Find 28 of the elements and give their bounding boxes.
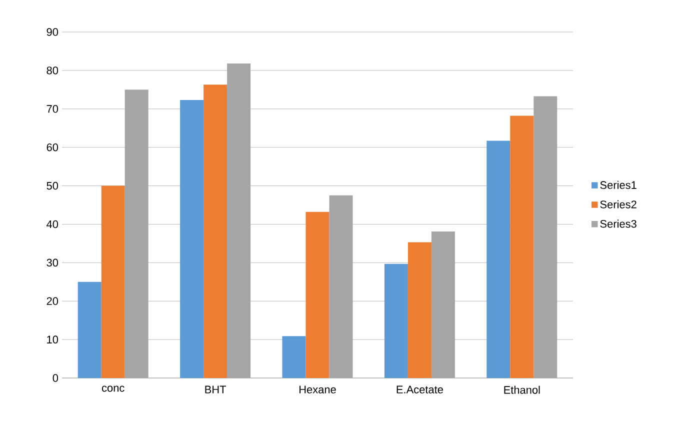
legend-label: Series1 xyxy=(600,180,636,189)
y-tick-label: 20 xyxy=(46,297,58,305)
bar xyxy=(78,282,102,378)
bar xyxy=(180,100,204,378)
x-tick-label: Hexane xyxy=(300,386,336,394)
y-tick-label: 0 xyxy=(52,374,58,382)
legend-label: Series2 xyxy=(600,200,636,208)
y-tick-label: 70 xyxy=(46,105,58,113)
x-tick-label: BHT xyxy=(205,386,226,394)
legend-label: Series3 xyxy=(600,220,636,228)
y-tick-label: 10 xyxy=(47,336,58,344)
y-tick-label: 90 xyxy=(46,28,58,36)
y-tick-label: 60 xyxy=(46,143,58,152)
y-tick-label: 30 xyxy=(46,258,58,267)
bar xyxy=(282,336,306,378)
y-tick-label: 80 xyxy=(46,66,58,74)
x-tick-label: conc xyxy=(102,386,124,392)
bar xyxy=(101,186,125,378)
x-tick-label: Ethanol xyxy=(504,386,540,394)
bar xyxy=(486,140,510,378)
bar xyxy=(204,84,228,378)
x-tick-label: E.Acetate xyxy=(396,386,443,394)
y-tick-label: 40 xyxy=(46,220,58,228)
bar xyxy=(510,116,534,378)
bar xyxy=(408,242,432,378)
bar xyxy=(384,264,408,378)
bar xyxy=(306,212,330,378)
y-tick-label: 50 xyxy=(46,182,58,190)
